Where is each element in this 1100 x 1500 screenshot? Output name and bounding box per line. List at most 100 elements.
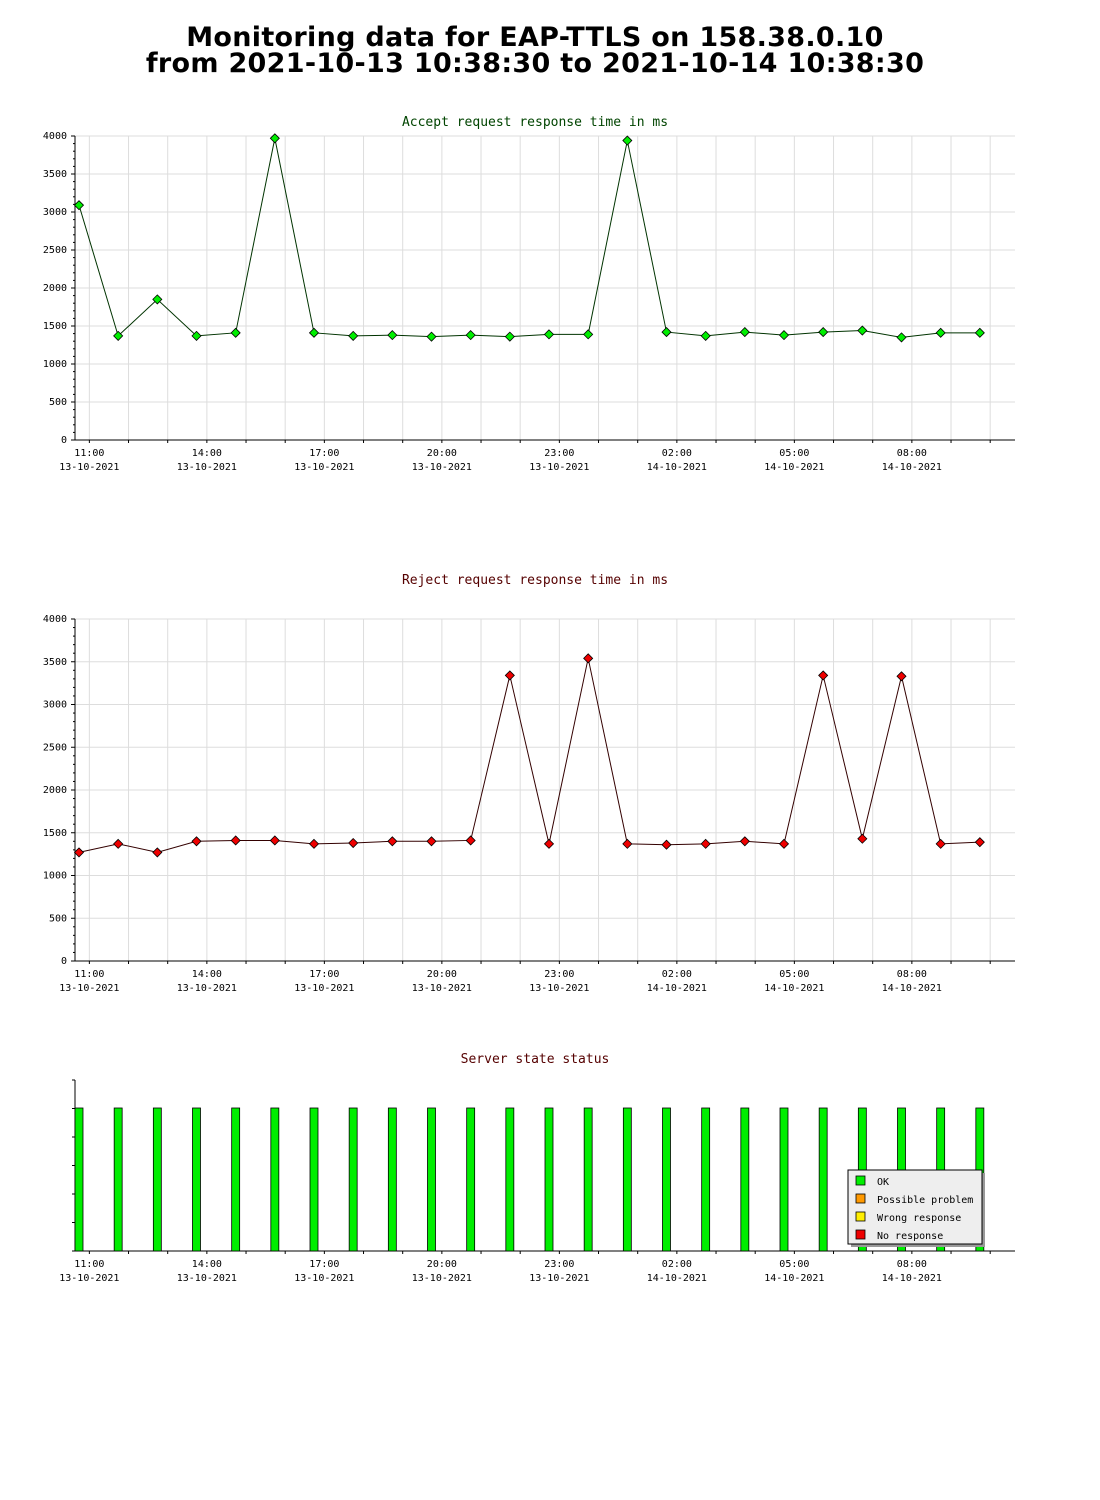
accept-x-tick-label-time: 02:00 bbox=[662, 448, 692, 459]
status-bar bbox=[74, 1107, 84, 1252]
accept-data-point bbox=[857, 325, 868, 336]
accept-y-tick-label: 2500 bbox=[43, 245, 67, 256]
accept-data-point bbox=[896, 332, 907, 343]
status-bar bbox=[309, 1107, 319, 1252]
page-title-line2: from 2021-10-13 10:38:30 to 2021-10-14 1… bbox=[145, 48, 925, 79]
legend-box bbox=[847, 1169, 983, 1245]
accept-series-line bbox=[78, 138, 980, 338]
accept-x-tick-label-time: 23:00 bbox=[544, 448, 574, 459]
accept-data-point bbox=[818, 327, 829, 338]
accept-x-tick-label-time: 14:00 bbox=[192, 448, 222, 459]
accept-x-tick-label-date: 13-10-2021 bbox=[412, 462, 472, 473]
accept-x-tick-label-time: 08:00 bbox=[897, 448, 927, 459]
legend-swatch bbox=[855, 1175, 866, 1186]
legend-label: Wrong response bbox=[877, 1213, 961, 1224]
status-bar bbox=[583, 1107, 593, 1252]
legend-label: No response bbox=[877, 1231, 943, 1242]
accept-data-point bbox=[113, 330, 124, 341]
status-x-tick-label-time: 23:00 bbox=[544, 1259, 574, 1270]
status-x-tick-label-time: 08:00 bbox=[897, 1259, 927, 1270]
reject-y-tick-label: 2500 bbox=[43, 742, 67, 753]
status-bar bbox=[348, 1107, 358, 1252]
accept-x-tick-label-time: 11:00 bbox=[74, 448, 104, 459]
reject-title: Reject request response time in ms bbox=[402, 573, 668, 588]
reject-data-point bbox=[230, 835, 241, 846]
server-state-status-chart: Server state status 11:00 13-10-2021 14:00 1… bbox=[59, 1052, 1015, 1284]
status-x-tick-label-date: 13-10-2021 bbox=[412, 1273, 472, 1284]
status-x-tick-label-date: 13-10-2021 bbox=[177, 1273, 237, 1284]
reject-data-point bbox=[935, 838, 946, 849]
reject-data-point bbox=[583, 653, 594, 664]
reject-x-tick-label-time: 17:00 bbox=[309, 969, 339, 980]
legend-swatch bbox=[855, 1229, 866, 1240]
status-x-tick-label-date: 13-10-2021 bbox=[529, 1273, 589, 1284]
accept-data-point bbox=[152, 294, 163, 305]
status-x-tick-label-time: 14:00 bbox=[192, 1259, 222, 1270]
accept-y-tick-label: 0 bbox=[61, 435, 67, 446]
accept-x-tick-label-date: 13-10-2021 bbox=[177, 462, 237, 473]
accept-response-time-chart: Accept request response time in ms 0 500 10… bbox=[43, 115, 1015, 473]
accept-x-tick-label-date: 13-10-2021 bbox=[294, 462, 354, 473]
accept-y-tick-label: 1000 bbox=[43, 359, 67, 370]
accept-data-point bbox=[191, 330, 202, 341]
accept-data-point bbox=[465, 330, 476, 341]
reject-x-tick-label-date: 14-10-2021 bbox=[647, 983, 707, 994]
reject-data-point bbox=[857, 833, 868, 844]
reject-y-tick-label: 4000 bbox=[43, 614, 67, 625]
status-x-tick-label-date: 14-10-2021 bbox=[882, 1273, 942, 1284]
accept-x-tick-label-date: 13-10-2021 bbox=[529, 462, 589, 473]
accept-title: Accept request response time in ms bbox=[402, 115, 668, 130]
accept-data-point bbox=[583, 329, 594, 340]
status-bar bbox=[427, 1107, 436, 1252]
reject-x-tick-label-date: 13-10-2021 bbox=[59, 983, 119, 994]
reject-data-point bbox=[896, 671, 907, 682]
status-bar bbox=[779, 1107, 789, 1252]
status-x-tick-label-date: 14-10-2021 bbox=[764, 1273, 824, 1284]
accept-data-point bbox=[778, 330, 790, 341]
legend-swatch bbox=[855, 1193, 866, 1204]
status-bar bbox=[662, 1107, 671, 1252]
status-x-tick-label-time: 02:00 bbox=[662, 1259, 692, 1270]
accept-data-point bbox=[661, 327, 672, 338]
accept-x-tick-label-time: 20:00 bbox=[427, 448, 457, 459]
reject-data-point bbox=[348, 837, 359, 849]
accept-data-point bbox=[974, 327, 985, 338]
status-bar bbox=[387, 1107, 397, 1252]
legend-label: OK bbox=[877, 1177, 889, 1188]
status-bar bbox=[622, 1107, 632, 1252]
status-bar bbox=[113, 1107, 123, 1252]
accept-data-point bbox=[426, 331, 437, 342]
reject-x-tick-label-time: 08:00 bbox=[897, 969, 927, 980]
accept-data-point bbox=[348, 330, 359, 341]
accept-x-tick-label-time: 05:00 bbox=[779, 448, 809, 459]
reject-x-tick-label-time: 23:00 bbox=[544, 969, 574, 980]
accept-x-tick-label-date: 13-10-2021 bbox=[59, 462, 119, 473]
reject-data-point bbox=[818, 670, 829, 681]
accept-data-point bbox=[739, 327, 750, 338]
legend-label: Possible problem bbox=[877, 1195, 973, 1206]
accept-y-tick-label: 3000 bbox=[43, 207, 67, 218]
status-bar bbox=[505, 1107, 515, 1252]
accept-data-point bbox=[504, 331, 515, 342]
accept-data-point bbox=[269, 133, 280, 144]
status-bar bbox=[701, 1107, 711, 1252]
status-title: Server state status bbox=[461, 1052, 610, 1067]
reject-data-point bbox=[661, 839, 672, 850]
status-bar bbox=[818, 1107, 828, 1252]
accept-data-point bbox=[73, 200, 85, 211]
reject-y-tick-label: 0 bbox=[61, 956, 67, 967]
status-x-tick-label-time: 05:00 bbox=[779, 1259, 809, 1270]
reject-data-point bbox=[73, 847, 85, 858]
status-bar bbox=[270, 1107, 280, 1252]
reject-data-point bbox=[113, 838, 124, 849]
reject-series-line bbox=[78, 658, 980, 853]
reject-x-tick-label-time: 20:00 bbox=[427, 969, 457, 980]
status-bar bbox=[740, 1107, 750, 1252]
reject-data-point bbox=[543, 838, 555, 849]
reject-x-tick-label-time: 05:00 bbox=[779, 969, 809, 980]
status-bar bbox=[152, 1107, 162, 1252]
status-bar bbox=[466, 1107, 476, 1252]
reject-x-tick-label-time: 11:00 bbox=[74, 969, 104, 980]
status-bar bbox=[544, 1107, 554, 1252]
reject-data-point bbox=[622, 838, 633, 849]
